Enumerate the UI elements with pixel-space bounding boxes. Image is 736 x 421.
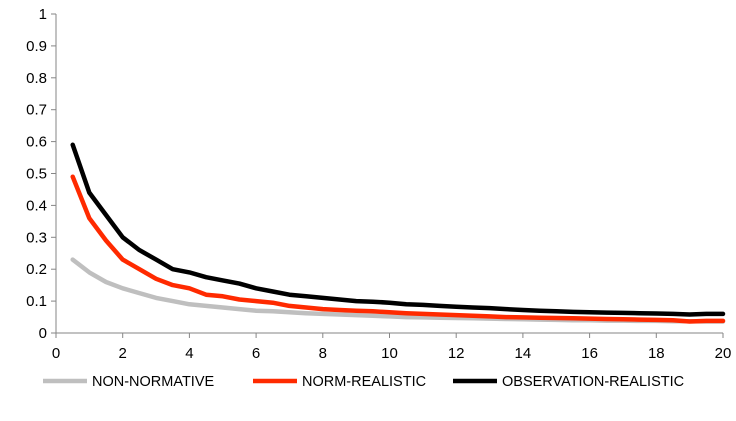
series-line-observation-realistic (70, 142, 726, 317)
y-tick-label: 0.8 (26, 70, 47, 87)
y-tick-label: 0.3 (26, 229, 47, 246)
x-tick-label: 12 (448, 345, 465, 362)
y-tick-label: 0.2 (26, 261, 47, 278)
x-tick-label: 0 (52, 345, 60, 362)
chart-legend: NON-NORMATIVE NORM-REALISTIC OBSERVATION-R… (43, 374, 684, 390)
chart-series (70, 142, 726, 324)
chart-axes: 00.10.20.30.40.50.60.70.80.910 2 4 6 8 10 12 14… (26, 6, 731, 362)
x-tick-label: 4 (185, 345, 193, 362)
x-tick-label: 8 (319, 345, 327, 362)
x-tick-label: 16 (581, 345, 598, 362)
legend-label: NORM-REALISTIC (302, 374, 426, 390)
x-tick-label: 6 (252, 345, 260, 362)
y-tick-label: 0.4 (26, 197, 47, 214)
x-tick-label: 20 (715, 345, 732, 362)
legend-label: NON-NORMATIVE (92, 374, 215, 390)
y-tick-label: 0.1 (26, 293, 47, 310)
series-line-norm-realistic (70, 174, 726, 324)
y-tick-label: 0.5 (26, 166, 47, 183)
y-tick-label: 1 (39, 6, 47, 23)
x-tick-label: 18 (648, 345, 665, 362)
x-tick-label: 14 (515, 345, 532, 362)
y-tick-label: 0.9 (26, 38, 47, 55)
y-tick-label: 0.6 (26, 134, 47, 151)
legend-label: OBSERVATION-REALISTIC (502, 374, 684, 390)
x-tick-label: 2 (119, 345, 127, 362)
y-tick-label: 0 (39, 325, 47, 342)
y-tick-label: 0.7 (26, 102, 47, 119)
x-tick-label: 10 (381, 345, 398, 362)
